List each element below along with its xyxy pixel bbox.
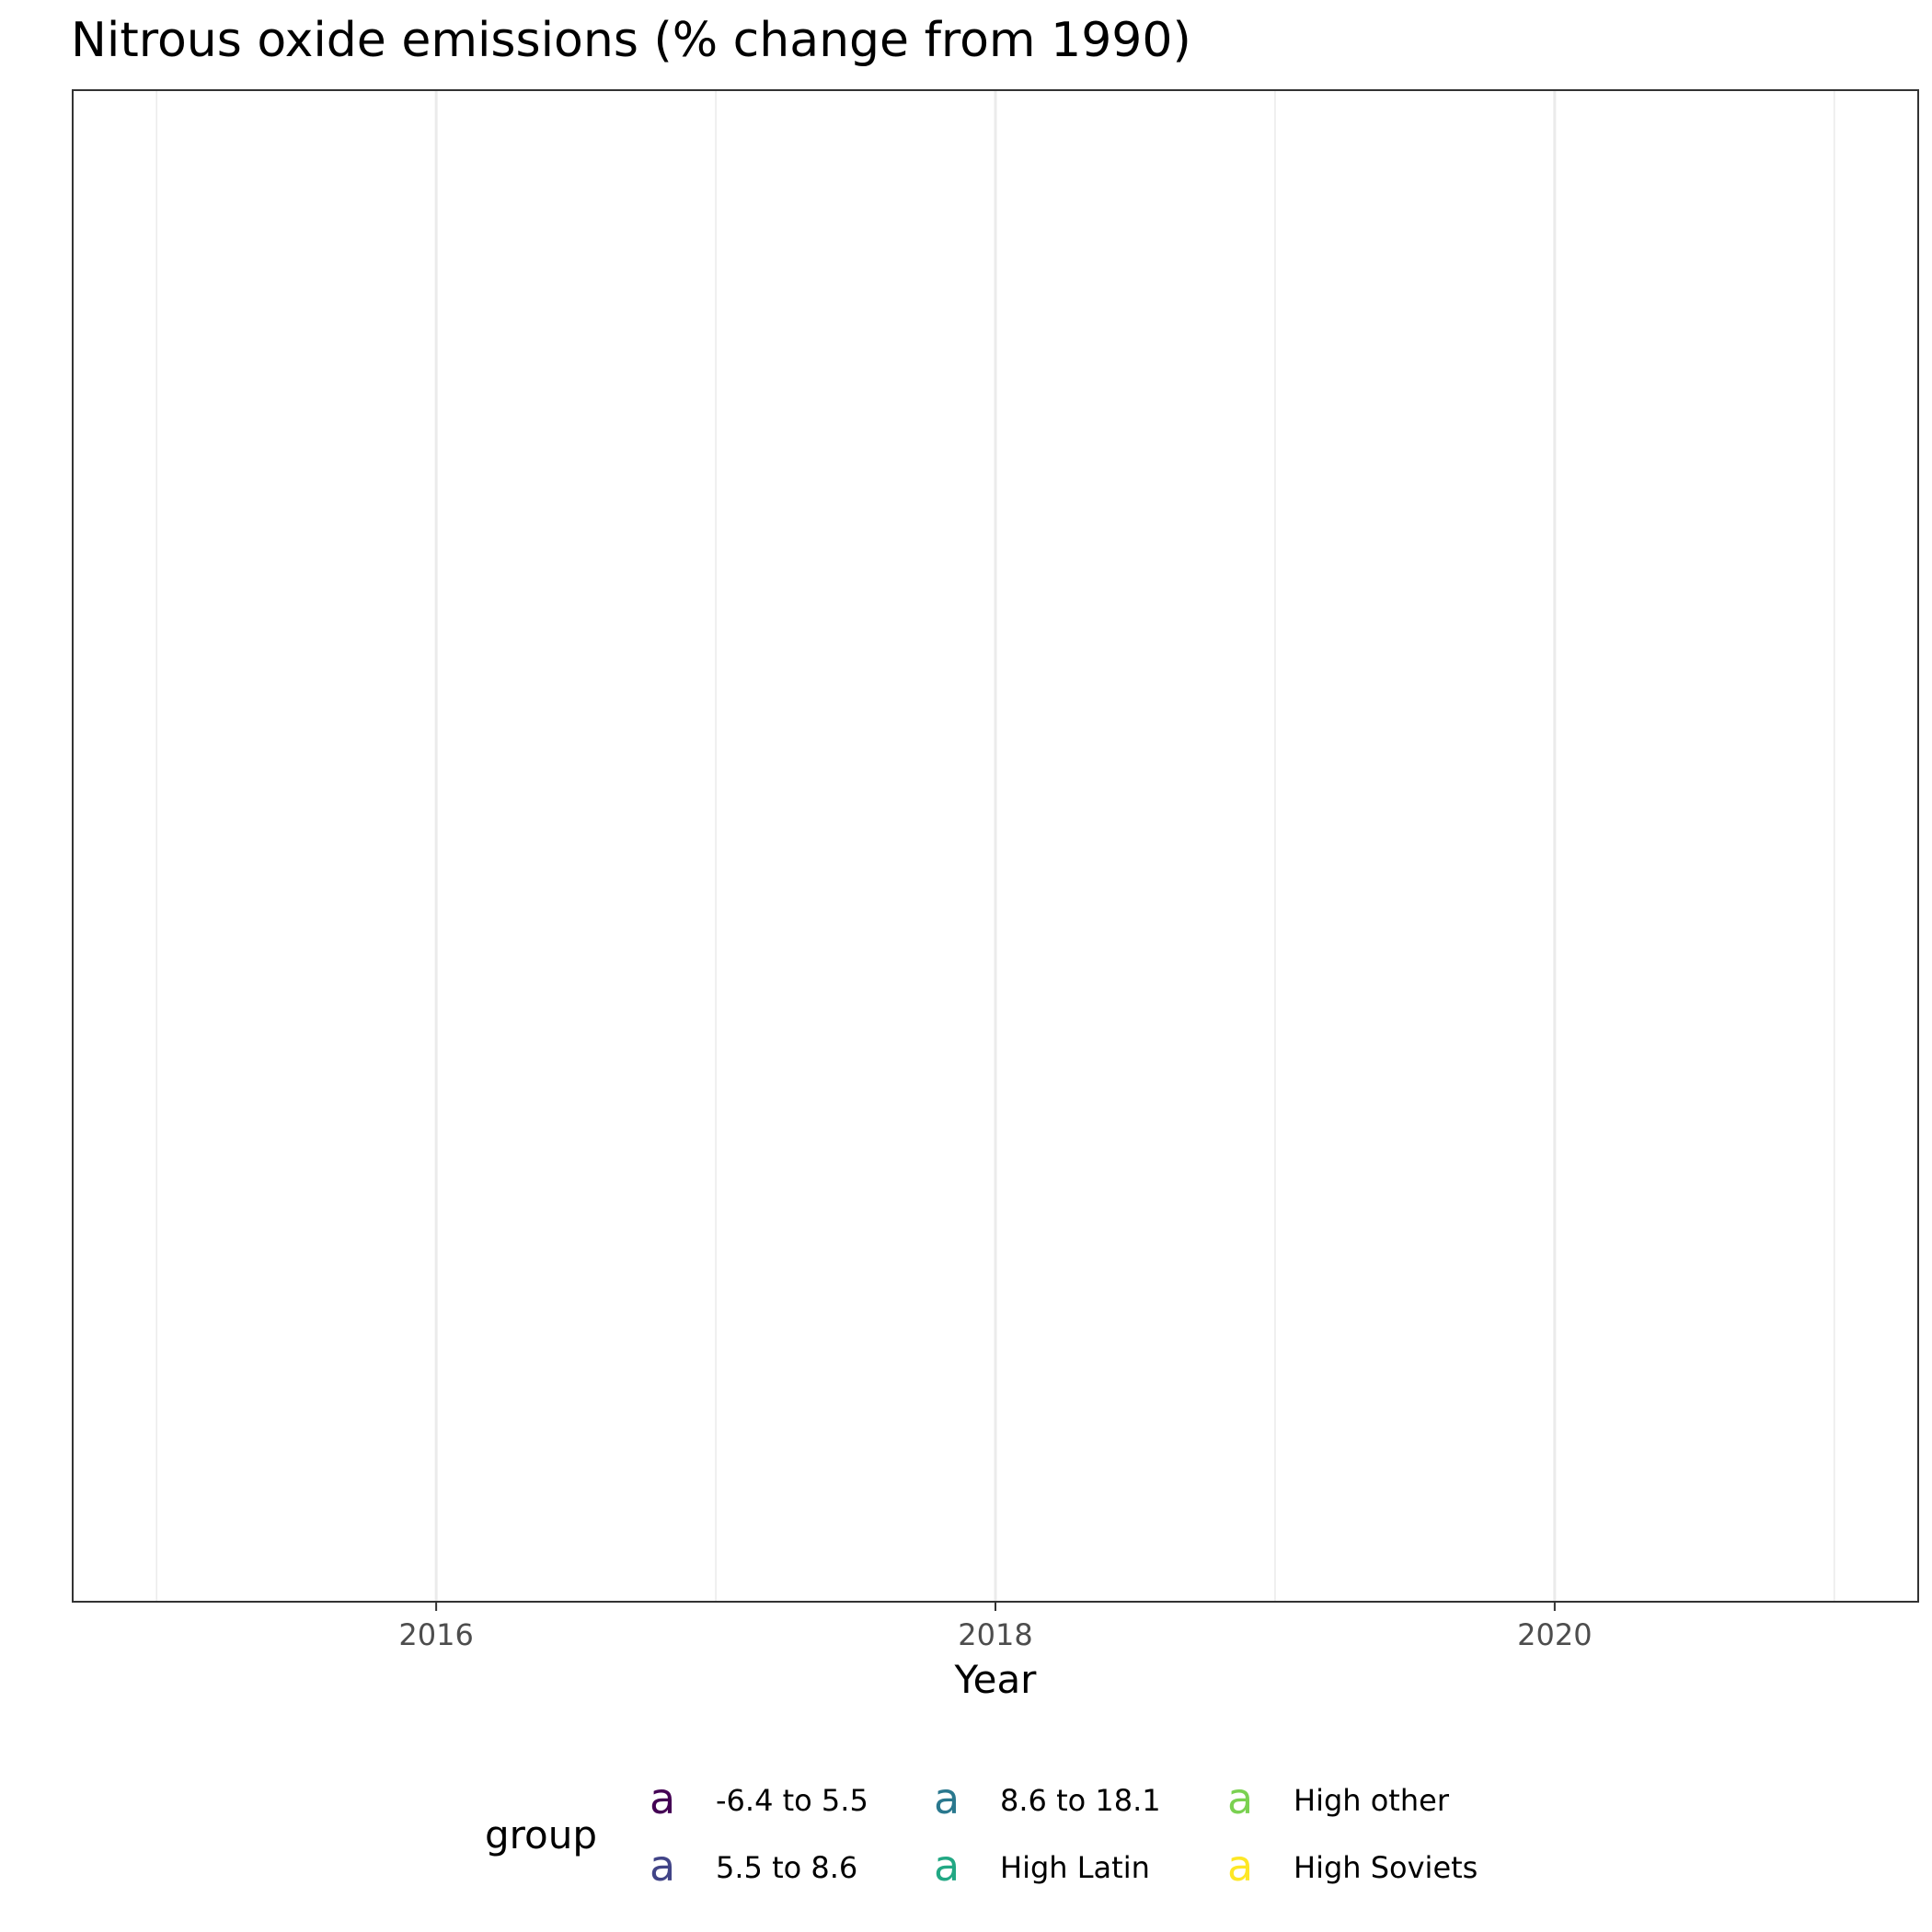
x-tick-label: 2018	[958, 1617, 1032, 1652]
chart-title: Nitrous oxide emissions (% change from 1…	[71, 13, 1191, 68]
legend-title: group	[485, 1812, 597, 1857]
legend-key: a	[934, 1774, 960, 1823]
legend: group a -6.4 to 5.5 a 5.5 to 8.6 a 8.6 to 18.…	[0, 1766, 1932, 1895]
x-tick-label: 2020	[1517, 1617, 1592, 1652]
plot-area: 2016 2018 2020 Year	[72, 89, 1919, 1702]
legend-label: 8.6 to 18.1	[1000, 1783, 1161, 1818]
legend-key: a	[934, 1841, 960, 1891]
minor-gridlines	[155, 90, 1835, 1602]
x-axis-title: Year	[954, 1657, 1038, 1702]
legend-label: High other	[1294, 1783, 1449, 1818]
legend-label: High Soviets	[1294, 1850, 1478, 1885]
legend-key: a	[1227, 1841, 1254, 1891]
legend-key: a	[650, 1774, 676, 1823]
x-tick-label: 2016	[398, 1617, 473, 1652]
legend-label: 5.5 to 8.6	[716, 1850, 858, 1885]
legend-label: -6.4 to 5.5	[716, 1783, 868, 1818]
legend-key: a	[1227, 1774, 1254, 1823]
major-gridlines	[434, 90, 1557, 1602]
legend-key: a	[650, 1841, 676, 1891]
x-axis-ticks	[435, 1602, 1556, 1611]
legend-label: High Latin	[1000, 1850, 1150, 1885]
x-axis-tick-labels: 2016 2018 2020	[398, 1617, 1592, 1652]
